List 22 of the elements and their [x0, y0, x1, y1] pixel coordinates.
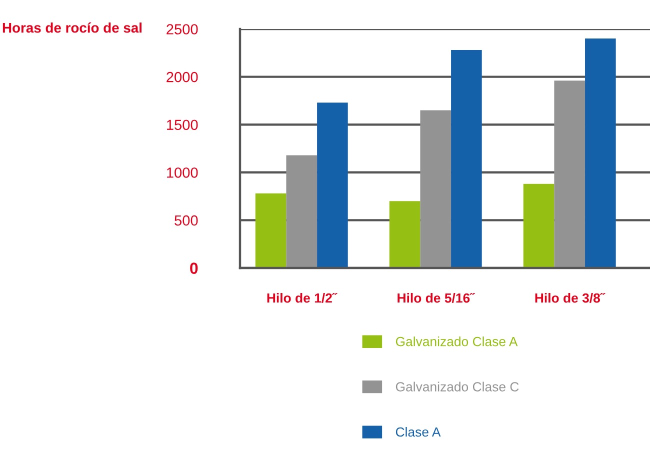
bar	[255, 193, 286, 268]
legend-label: Clase A	[396, 426, 441, 437]
y-tick-label: 2000	[166, 72, 198, 82]
bar	[286, 155, 318, 268]
y-tick-label: 2500	[166, 24, 198, 34]
bar	[420, 110, 452, 268]
bar	[451, 50, 482, 268]
bar	[389, 201, 420, 268]
x-tick-label: Hilo de 1/2˝	[267, 293, 338, 303]
y-tick-label: 0	[190, 262, 198, 274]
bar	[554, 80, 586, 268]
y-tick-label: 1500	[167, 120, 198, 130]
y-axis-title: Horas de rocío de sal	[2, 22, 142, 33]
bar	[585, 38, 616, 268]
x-tick-label: Hilo de 5/16˝	[398, 293, 476, 303]
y-tick-label: 500	[174, 215, 198, 226]
x-tick-label: Hilo de 3/8˝	[535, 293, 606, 303]
bar	[523, 184, 554, 268]
y-tick-label: 1000	[167, 168, 198, 178]
legend-label: Galvanizado Clase A	[396, 336, 518, 346]
legend-label: Galvanizado Clase C	[396, 382, 519, 392]
bar	[317, 102, 348, 268]
